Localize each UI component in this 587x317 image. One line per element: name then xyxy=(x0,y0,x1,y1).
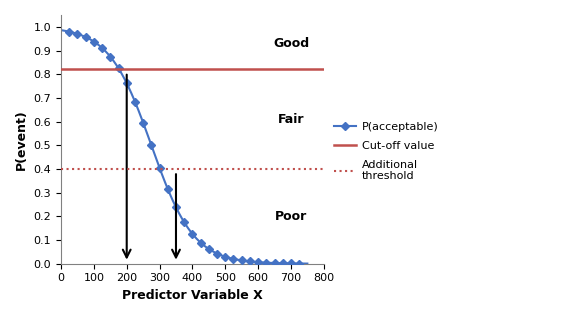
Text: Fair: Fair xyxy=(278,113,304,126)
X-axis label: Predictor Variable X: Predictor Variable X xyxy=(122,289,263,302)
Y-axis label: P(event): P(event) xyxy=(15,109,28,170)
Text: Poor: Poor xyxy=(275,210,307,223)
Legend: P(acceptable), Cut-off value, Additional
threshold: P(acceptable), Cut-off value, Additional… xyxy=(332,120,441,184)
Text: Good: Good xyxy=(273,37,309,50)
